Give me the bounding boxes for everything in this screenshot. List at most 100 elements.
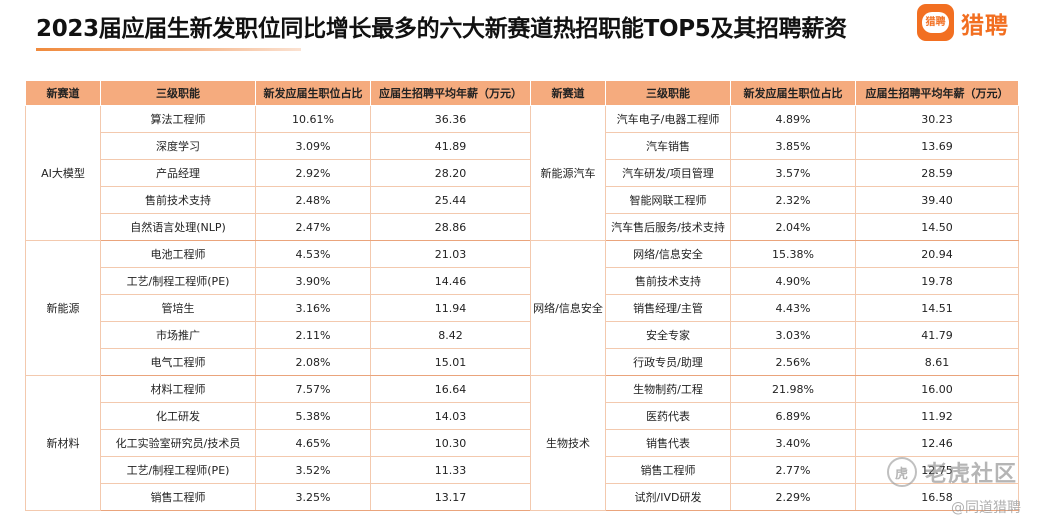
tiger-icon: 虎: [886, 457, 917, 487]
right-share-cell: 4.90%: [730, 267, 856, 295]
left-share-cell: 7.57%: [255, 375, 371, 403]
left-function-cell: 售前技术支持: [100, 186, 256, 214]
right-share-cell: 4.89%: [730, 105, 856, 133]
right-function-cell: 售前技术支持: [605, 267, 731, 295]
left-track-cell: 新材料: [25, 375, 101, 511]
left-salary-cell: 14.46: [370, 267, 531, 295]
table-row: 化工研发 5.38% 14.03 医药代表 6.89% 11.92: [26, 402, 1019, 430]
right-function-cell: 医药代表: [605, 402, 731, 430]
left-function-cell: 管培生: [100, 294, 256, 322]
left-share-cell: 3.90%: [255, 267, 371, 295]
right-function-cell: 网络/信息安全: [605, 240, 731, 268]
table-row: 化工实验室研究员/技术员 4.65% 10.30 销售代表 3.40% 12.46: [26, 429, 1019, 457]
left-salary-cell: 11.33: [370, 456, 531, 484]
table-row: AI大模型 算法工程师 10.61% 36.36 新能源汽车 汽车电子/电器工程师 4.89…: [25, 105, 1019, 241]
left-salary-cell: 41.89: [370, 132, 531, 160]
right-function-cell: 销售工程师: [605, 456, 731, 484]
right-function-cell: 汽车销售: [605, 132, 731, 160]
table-row: 管培生 3.16% 11.94 销售经理/主管 4.43% 14.51: [26, 294, 1019, 322]
right-function-cell: 智能网联工程师: [605, 186, 731, 214]
left-function-cell: 销售工程师: [100, 483, 256, 511]
left-salary-cell: 28.86: [370, 213, 531, 241]
watermark-text: 老虎社区: [924, 462, 1017, 487]
header-left-share: 新发应届生职位占比: [255, 80, 371, 106]
left-share-cell: 3.09%: [255, 132, 371, 160]
title-underline: [36, 48, 301, 51]
right-share-cell: 3.03%: [730, 321, 856, 349]
right-salary-cell: 20.94: [855, 240, 1019, 268]
left-salary-cell: 8.42: [370, 321, 531, 349]
header-right-track: 新赛道: [530, 80, 606, 106]
left-salary-cell: 25.44: [370, 186, 531, 214]
right-function-cell: 行政专员/助理: [605, 348, 731, 376]
table-row: 深度学习 3.09% 41.89 汽车销售 3.85% 13.69: [26, 132, 1019, 160]
left-function-cell: 市场推广: [100, 321, 256, 349]
right-salary-cell: 14.51: [855, 294, 1019, 322]
left-salary-cell: 15.01: [370, 348, 531, 376]
header-left-track: 新赛道: [25, 80, 101, 106]
table-row: 工艺/制程工程师(PE) 3.90% 14.46 售前技术支持 4.90% 19.78: [26, 267, 1019, 295]
right-track-cell: 新能源汽车: [530, 105, 606, 241]
liepin-logo: 猎聘 猎聘: [917, 4, 1009, 41]
left-function-cell: 化工实验室研究员/技术员: [100, 429, 256, 457]
left-function-cell: 算法工程师: [100, 105, 256, 133]
right-function-cell: 安全专家: [605, 321, 731, 349]
logo-text: 猎聘: [961, 12, 1009, 39]
table-row: 产品经理 2.92% 28.20 汽车研发/项目管理 3.57% 28.59: [26, 159, 1019, 187]
right-salary-cell: 12.75: [855, 456, 1019, 484]
liepin-logo-icon: 猎聘: [917, 4, 954, 41]
right-share-cell: 15.38%: [730, 240, 856, 268]
right-salary-cell: 16.00: [855, 375, 1019, 403]
right-share-cell: 3.57%: [730, 159, 856, 187]
right-function-cell: 销售代表: [605, 429, 731, 457]
table-row: 售前技术支持 2.48% 25.44 智能网联工程师 2.32% 39.40: [26, 186, 1019, 214]
table-row: 电气工程师 2.08% 15.01 行政专员/助理 2.56% 8.61: [26, 348, 1019, 376]
right-salary-cell: 12.46: [855, 429, 1019, 457]
header-right-share: 新发应届生职位占比: [730, 80, 856, 106]
right-share-cell: 3.40%: [730, 429, 856, 457]
right-salary-cell: 19.78: [855, 267, 1019, 295]
header-left-function: 三级职能: [100, 80, 256, 106]
left-share-cell: 4.53%: [255, 240, 371, 268]
right-function-cell: 销售经理/主管: [605, 294, 731, 322]
right-function-cell: 汽车售后服务/技术支持: [605, 213, 731, 241]
right-function-cell: 试剂/IVD研发: [605, 483, 731, 511]
left-salary-cell: 21.03: [370, 240, 531, 268]
right-share-cell: 2.29%: [730, 483, 856, 511]
right-salary-cell: 13.69: [855, 132, 1019, 160]
left-function-cell: 化工研发: [100, 402, 256, 430]
right-share-cell: 2.56%: [730, 348, 856, 376]
left-salary-cell: 10.30: [370, 429, 531, 457]
right-salary-cell: 11.92: [855, 402, 1019, 430]
left-track-cell: AI大模型: [25, 105, 101, 241]
right-salary-cell: 8.61: [855, 348, 1019, 376]
left-share-cell: 2.11%: [255, 321, 371, 349]
right-salary-cell: 41.79: [855, 321, 1019, 349]
left-salary-cell: 11.94: [370, 294, 531, 322]
right-salary-cell: 14.50: [855, 213, 1019, 241]
left-salary-cell: 36.36: [370, 105, 531, 133]
left-function-cell: 电池工程师: [100, 240, 256, 268]
header-right-function: 三级职能: [605, 80, 731, 106]
table-body: AI大模型 算法工程师 10.61% 36.36 新能源汽车 汽车电子/电器工程师 4.89…: [25, 105, 1019, 511]
right-function-cell: 汽车研发/项目管理: [605, 159, 731, 187]
left-share-cell: 2.48%: [255, 186, 371, 214]
left-salary-cell: 16.64: [370, 375, 531, 403]
right-function-cell: 生物制药/工程: [605, 375, 731, 403]
table-header-row: 新赛道 三级职能 新发应届生职位占比 应届生招聘平均年薪（万元） 新赛道 三级职…: [25, 80, 1019, 106]
left-function-cell: 工艺/制程工程师(PE): [100, 267, 256, 295]
right-function-cell: 汽车电子/电器工程师: [605, 105, 731, 133]
left-share-cell: 3.16%: [255, 294, 371, 322]
page-title: 2023届应届生新发职位同比增长最多的六大新赛道热招职能TOP5及其招聘薪资: [36, 16, 847, 42]
left-function-cell: 产品经理: [100, 159, 256, 187]
right-share-cell: 2.32%: [730, 186, 856, 214]
table-row: 自然语言处理(NLP) 2.47% 28.86 汽车售后服务/技术支持 2.04% 14.…: [26, 213, 1019, 241]
credit-text: @同道猎聘: [951, 500, 1021, 516]
header-right-salary: 应届生招聘平均年薪（万元）: [855, 80, 1019, 106]
left-share-cell: 3.25%: [255, 483, 371, 511]
left-share-cell: 3.52%: [255, 456, 371, 484]
watermark: 虎 老虎社区: [886, 456, 1017, 488]
table-row: 新能源 电池工程师 4.53% 21.03 网络/信息安全 网络/信息安全 15.38% 20…: [25, 240, 1019, 376]
right-salary-cell: 30.23: [855, 105, 1019, 133]
right-salary-cell: 39.40: [855, 186, 1019, 214]
